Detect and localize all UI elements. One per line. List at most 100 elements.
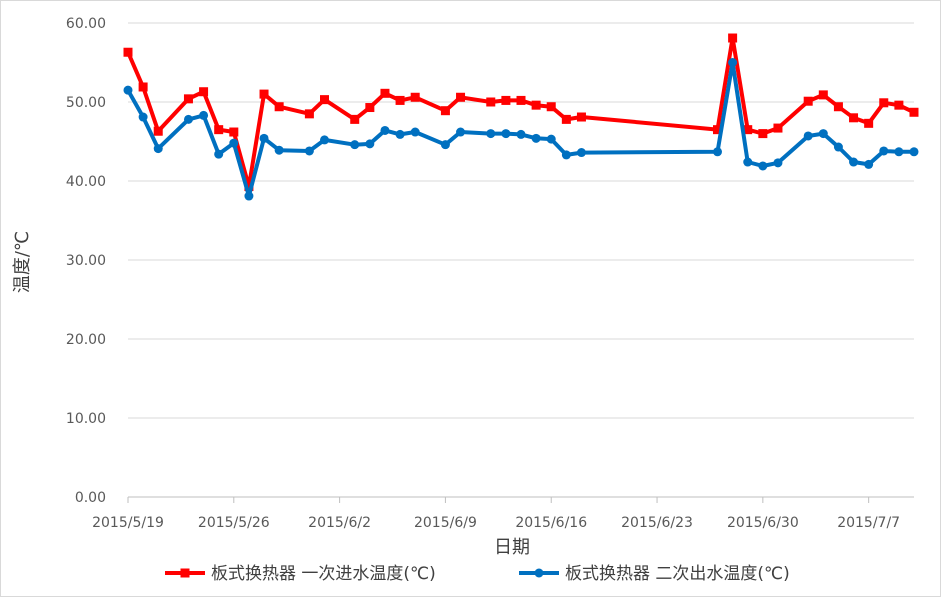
x-tick-label: 2015/6/30 bbox=[727, 515, 799, 531]
data-point bbox=[713, 125, 722, 135]
data-point bbox=[304, 109, 314, 119]
y-tick-label: 60.00 bbox=[66, 16, 106, 32]
legend-marker bbox=[180, 568, 190, 578]
data-point bbox=[879, 98, 889, 108]
data-point bbox=[561, 114, 571, 124]
data-point bbox=[304, 146, 314, 156]
data-point bbox=[728, 33, 738, 43]
data-point bbox=[758, 129, 768, 139]
legend-label: 板式换热器 二次出水温度(℃) bbox=[565, 564, 790, 584]
data-point bbox=[486, 129, 496, 139]
data-point bbox=[894, 100, 904, 110]
y-tick-label: 30.00 bbox=[66, 253, 106, 269]
data-point bbox=[546, 134, 556, 144]
x-tick-label: 2015/5/19 bbox=[92, 515, 164, 531]
data-point bbox=[833, 142, 843, 152]
data-point bbox=[516, 95, 526, 105]
data-point bbox=[365, 103, 375, 113]
data-point bbox=[183, 114, 193, 124]
data-point bbox=[410, 127, 420, 137]
data-point bbox=[818, 129, 828, 139]
data-point bbox=[728, 58, 738, 67]
data-point bbox=[350, 114, 360, 124]
data-point bbox=[879, 146, 889, 156]
y-tick-label: 0.00 bbox=[75, 490, 106, 506]
data-point bbox=[501, 129, 511, 139]
data-point bbox=[773, 123, 783, 133]
x-axis: 2015/5/19 2015/5/26 2015/6/2 2015/6/9 2015/6… bbox=[92, 496, 914, 531]
data-point bbox=[153, 126, 163, 136]
data-point bbox=[244, 182, 254, 192]
y-tick-label: 10.00 bbox=[66, 411, 106, 427]
legend-item: 板式换热器 二次出水温度(℃) bbox=[519, 564, 790, 584]
data-point bbox=[486, 97, 496, 107]
gridlines bbox=[128, 22, 914, 419]
data-point bbox=[456, 127, 466, 137]
data-point bbox=[244, 191, 254, 201]
data-point bbox=[773, 158, 783, 168]
data-point bbox=[833, 102, 843, 112]
data-point bbox=[909, 107, 919, 117]
data-point bbox=[199, 110, 209, 120]
data-point bbox=[274, 145, 284, 155]
data-point bbox=[274, 102, 284, 112]
legend: 板式换热器 一次进水温度(℃) 板式换热器 二次出水温度(℃) bbox=[165, 564, 790, 584]
data-point bbox=[380, 125, 390, 135]
series-line bbox=[126, 36, 915, 189]
x-tick-label: 2015/5/26 bbox=[198, 515, 270, 531]
x-axis-title: 日期 bbox=[494, 537, 530, 558]
data-point bbox=[153, 144, 163, 154]
data-point bbox=[410, 92, 420, 102]
data-point bbox=[576, 148, 586, 158]
data-point bbox=[183, 94, 193, 104]
data-point bbox=[229, 138, 239, 148]
data-point bbox=[440, 106, 450, 116]
data-point bbox=[380, 88, 390, 98]
legend-label: 板式换热器 一次进水温度(℃) bbox=[211, 564, 436, 584]
data-point bbox=[395, 95, 405, 105]
series-1 bbox=[123, 33, 919, 192]
data-point bbox=[894, 147, 904, 157]
data-point bbox=[516, 129, 526, 139]
y-tick-label: 40.00 bbox=[66, 174, 106, 190]
data-point bbox=[123, 85, 133, 95]
data-point bbox=[138, 112, 148, 122]
data-point bbox=[531, 133, 541, 143]
data-point bbox=[849, 157, 859, 167]
data-point bbox=[229, 127, 239, 137]
data-point bbox=[818, 90, 828, 100]
data-point bbox=[501, 95, 511, 105]
x-tick-label: 2015/6/9 bbox=[414, 515, 477, 531]
data-point bbox=[199, 87, 209, 97]
data-point bbox=[713, 147, 722, 157]
data-point bbox=[123, 47, 133, 57]
data-point bbox=[440, 140, 450, 150]
y-tick-label: 50.00 bbox=[66, 95, 106, 111]
data-point bbox=[743, 125, 753, 135]
legend-item: 板式换热器 一次进水温度(℃) bbox=[165, 564, 436, 584]
data-point bbox=[365, 139, 375, 149]
legend-marker bbox=[534, 568, 544, 578]
y-tick-label: 20.00 bbox=[66, 332, 106, 348]
data-point bbox=[214, 149, 224, 159]
data-point bbox=[546, 102, 556, 112]
x-tick-label: 2015/6/23 bbox=[621, 515, 693, 531]
data-point bbox=[456, 92, 466, 102]
x-tick-label: 2015/6/16 bbox=[515, 515, 587, 531]
data-point bbox=[320, 95, 329, 105]
series-2 bbox=[123, 58, 919, 201]
series-group bbox=[123, 33, 919, 201]
data-point bbox=[849, 113, 859, 123]
data-point bbox=[864, 159, 874, 169]
data-point bbox=[864, 118, 874, 128]
data-point bbox=[743, 157, 753, 167]
data-point bbox=[531, 100, 541, 110]
data-point bbox=[259, 133, 269, 143]
x-tick-label: 2015/7/7 bbox=[837, 515, 900, 531]
data-point bbox=[803, 96, 813, 106]
y-tick-labels: 0.00 10.00 20.00 30.00 40.00 50.00 60.00 bbox=[66, 16, 106, 506]
data-point bbox=[350, 140, 360, 150]
data-point bbox=[803, 131, 813, 141]
data-point bbox=[758, 161, 768, 171]
